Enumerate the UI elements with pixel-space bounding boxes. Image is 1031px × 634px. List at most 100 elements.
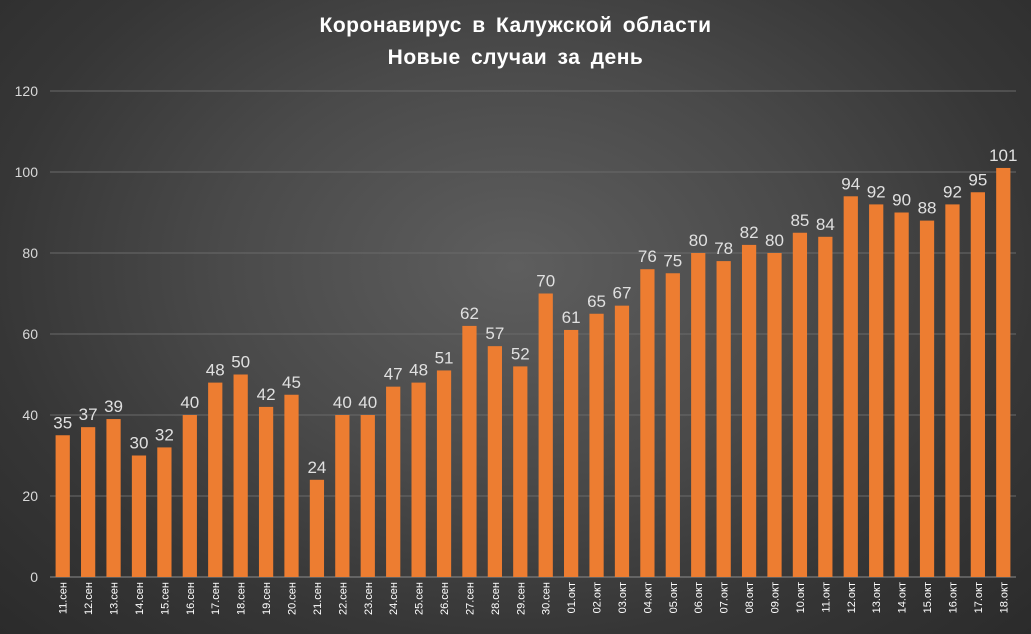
data-label: 61: [562, 308, 581, 327]
bar: [538, 293, 553, 577]
data-label: 40: [180, 393, 199, 412]
data-label: 37: [79, 405, 98, 424]
data-label: 65: [587, 292, 606, 311]
data-label: 57: [485, 324, 504, 343]
bar: [589, 313, 604, 577]
x-tick-label: 04.окт: [642, 582, 654, 613]
bar: [284, 394, 299, 577]
bar: [792, 232, 808, 577]
data-label: 24: [307, 458, 326, 477]
bar: [360, 415, 375, 577]
x-tick-label: 27.сен: [464, 582, 476, 615]
bar: [182, 415, 197, 577]
x-tick-label: 30.сен: [541, 582, 553, 615]
y-tick-label: 60: [22, 326, 38, 342]
data-label: 82: [740, 223, 759, 242]
bar: [131, 455, 147, 577]
y-tick-label: 120: [15, 83, 39, 99]
data-label: 92: [943, 182, 962, 201]
x-tick-label: 12.окт: [846, 582, 858, 613]
chart-title-block: Коронавирус в Калужской области Новые сл…: [0, 10, 1031, 74]
data-label: 48: [206, 361, 225, 380]
x-tick-label: 17.окт: [973, 582, 985, 613]
data-label: 30: [130, 434, 149, 453]
bar: [741, 244, 757, 577]
chart-subtitle: Новые случаи за день: [387, 46, 644, 69]
bar: [335, 415, 350, 577]
data-label: 88: [918, 199, 937, 218]
x-tick-label: 08.окт: [744, 582, 756, 613]
bar: [970, 192, 985, 577]
bar: [55, 435, 70, 577]
data-label: 51: [435, 348, 454, 367]
chart-title: Коронавирус в Калужской области: [319, 14, 712, 37]
x-tick-label: 23.сен: [363, 582, 375, 615]
data-label: 101: [989, 146, 1017, 165]
x-tick-label: 16.сен: [185, 582, 197, 615]
data-label: 40: [358, 393, 377, 412]
data-label: 50: [231, 353, 250, 372]
bar: [919, 220, 935, 577]
x-tick-label: 25.сен: [414, 582, 426, 615]
x-tick-label: 14.сен: [134, 582, 146, 615]
data-label: 47: [384, 365, 403, 384]
bar: [487, 346, 502, 577]
x-tick-label: 21.сен: [312, 582, 324, 615]
x-tick-label: 24.сен: [388, 582, 400, 615]
x-tick-label: 28.сен: [490, 582, 502, 615]
bar: [767, 253, 782, 577]
bar: [614, 305, 630, 577]
data-label: 45: [282, 373, 301, 392]
bar: [386, 386, 401, 577]
x-tick-label: 10.окт: [795, 582, 807, 613]
bar: [81, 427, 96, 577]
x-tick-label: 01.окт: [566, 582, 578, 613]
y-tick-label: 100: [15, 164, 39, 180]
bar: [869, 204, 884, 577]
bar: [258, 406, 274, 577]
bar: [945, 204, 960, 577]
data-labels: 35 37 39 30 32 40 48 50 42 45 24 40 40 47 48 51 62 57 52 70…: [53, 146, 1017, 477]
bar: [894, 212, 909, 577]
x-tick-label: 13.сен: [109, 582, 121, 615]
x-tick-label: 20.сен: [287, 582, 299, 615]
x-tick-label: 14.окт: [897, 582, 909, 613]
data-label: 95: [968, 170, 987, 189]
x-tick-labels: 11.сен 12.сен 13.сен 14.сен 15.сен 16.сен 17.с…: [58, 582, 1011, 615]
data-label: 94: [841, 174, 860, 193]
data-label: 80: [765, 231, 784, 250]
data-label: 35: [53, 413, 72, 432]
bar: [208, 382, 223, 577]
x-tick-label: 26.сен: [439, 582, 451, 615]
bar: [843, 196, 858, 578]
data-label: 75: [663, 251, 682, 270]
x-tick-label: 19.сен: [261, 582, 273, 615]
y-tick-label: 20: [22, 488, 38, 504]
bar: [996, 167, 1011, 577]
data-label: 92: [867, 182, 886, 201]
x-tick-label: 22.сен: [337, 582, 349, 615]
data-label: 48: [409, 361, 428, 380]
bar: [309, 479, 325, 577]
data-label: 80: [689, 231, 708, 250]
bar: [691, 253, 706, 577]
bars: [55, 167, 1011, 578]
x-tick-label: 07.окт: [719, 582, 731, 613]
y-tick-label: 80: [22, 245, 38, 261]
data-label: 90: [892, 191, 911, 210]
data-label: 39: [104, 397, 123, 416]
bar: [411, 382, 426, 577]
x-tick-label: 13.окт: [871, 582, 883, 613]
y-tick-labels: 0 20 40 60 80 100 120: [15, 83, 39, 585]
bar: [640, 269, 655, 577]
data-label: 52: [511, 344, 530, 363]
data-label: 78: [714, 239, 733, 258]
bar: [818, 236, 833, 578]
x-tick-label: 12.сен: [83, 582, 95, 615]
data-label: 70: [536, 272, 555, 291]
data-label: 85: [790, 211, 809, 230]
x-tick-label: 15.сен: [159, 582, 171, 615]
x-tick-label: 11.сен: [58, 582, 70, 614]
